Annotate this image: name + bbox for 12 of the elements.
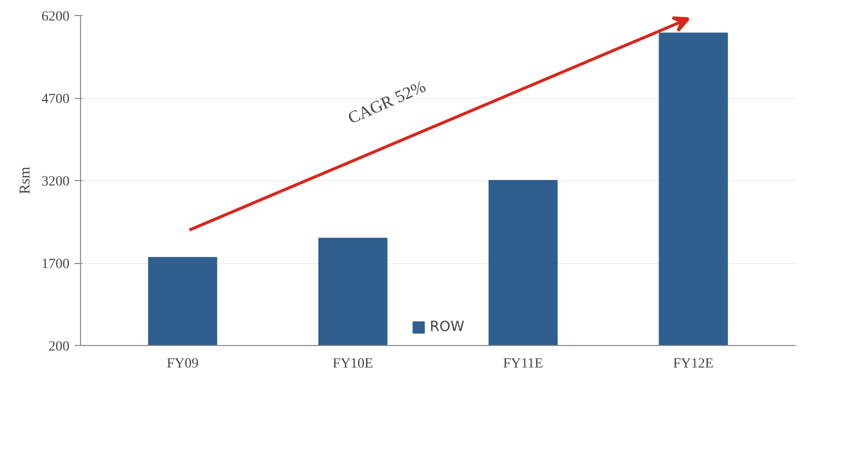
legend-label: ROW [430, 319, 464, 335]
y-tick-label: 4700 [42, 92, 70, 107]
y-tick-label: 200 [48, 340, 70, 354]
x-tick-label: FY10E [332, 356, 374, 372]
y-tick-label: 3200 [42, 174, 70, 190]
x-tick-label: FY11E [503, 356, 544, 372]
y-tick-label: 1700 [42, 257, 70, 272]
x-tick-label: FY09 [166, 356, 199, 372]
annotation: CAGR 52% [345, 76, 428, 128]
x-tick-label: FY12E [673, 356, 714, 372]
y-axis-title: Rsm [18, 166, 34, 194]
y-tick-label: 6200 [42, 10, 70, 24]
